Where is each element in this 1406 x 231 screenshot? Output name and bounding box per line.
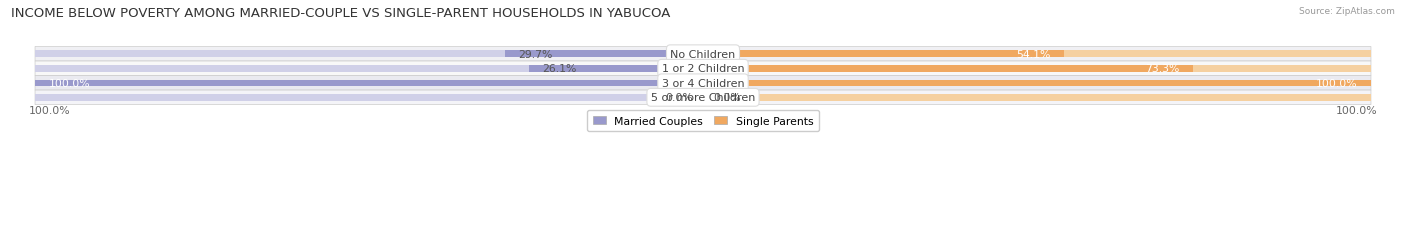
Bar (35, 80, 703, 87)
Text: 1 or 2 Children: 1 or 2 Children (662, 64, 744, 74)
Legend: Married Couples, Single Parents: Married Couples, Single Parents (588, 111, 818, 132)
Bar (703, 80, 1371, 87)
Text: No Children: No Children (671, 49, 735, 60)
FancyBboxPatch shape (35, 47, 1371, 62)
Bar (703, 51, 1064, 58)
Text: 54.1%: 54.1% (1017, 49, 1052, 60)
Bar (703, 95, 1371, 101)
Bar (703, 80, 1371, 87)
Text: 73.3%: 73.3% (1144, 64, 1180, 74)
Text: 29.7%: 29.7% (517, 49, 553, 60)
Text: INCOME BELOW POVERTY AMONG MARRIED-COUPLE VS SINGLE-PARENT HOUSEHOLDS IN YABUCOA: INCOME BELOW POVERTY AMONG MARRIED-COUPL… (11, 7, 671, 20)
Bar (703, 66, 1371, 72)
Bar (703, 66, 1192, 72)
Bar (505, 51, 703, 58)
FancyBboxPatch shape (35, 91, 1371, 105)
Bar (35, 66, 703, 72)
Bar (35, 51, 703, 58)
Text: 26.1%: 26.1% (543, 64, 576, 74)
Bar (35, 95, 703, 101)
Bar (703, 51, 1371, 58)
Text: 5 or more Children: 5 or more Children (651, 93, 755, 103)
FancyBboxPatch shape (35, 76, 1371, 91)
Bar (35, 80, 703, 87)
Text: 100.0%: 100.0% (1336, 105, 1378, 116)
Bar (529, 66, 703, 72)
Text: 0.0%: 0.0% (665, 93, 693, 103)
Text: Source: ZipAtlas.com: Source: ZipAtlas.com (1299, 7, 1395, 16)
Text: 100.0%: 100.0% (48, 79, 90, 88)
Text: 100.0%: 100.0% (28, 105, 70, 116)
FancyBboxPatch shape (35, 62, 1371, 76)
Text: 3 or 4 Children: 3 or 4 Children (662, 79, 744, 88)
Text: 100.0%: 100.0% (1316, 79, 1358, 88)
Text: 0.0%: 0.0% (713, 93, 741, 103)
